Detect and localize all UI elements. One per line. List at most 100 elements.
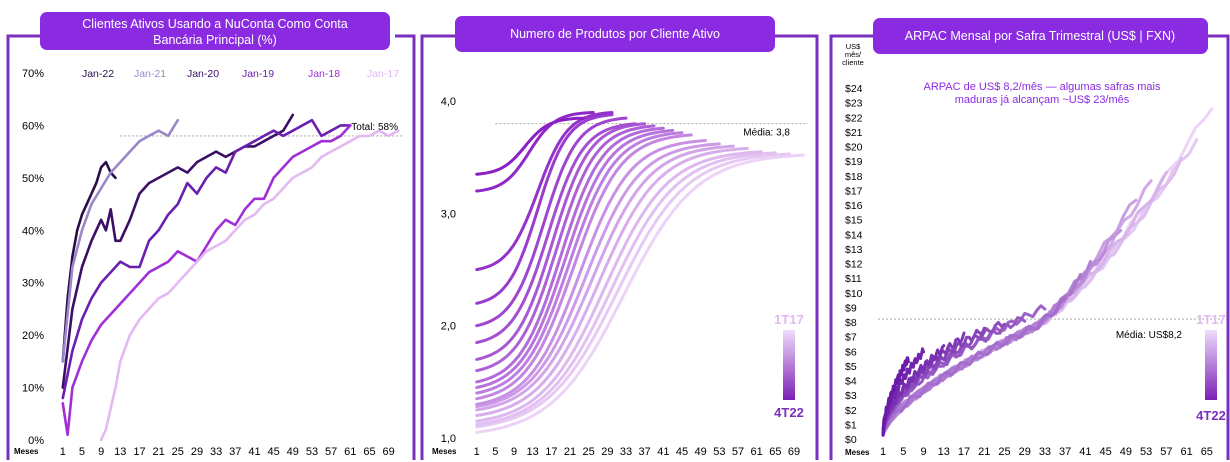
- x-tick-label: 57: [732, 446, 744, 458]
- cohort-line: [475, 128, 675, 389]
- series-line: [61, 118, 352, 400]
- x-tick-label: 53: [306, 446, 318, 458]
- y-tick-label: $7: [845, 332, 857, 344]
- x-tick-label: 49: [695, 446, 707, 458]
- x-tick-label: 9: [920, 446, 926, 458]
- x-tick-label: 49: [1120, 446, 1132, 458]
- x-tick-label: 17: [958, 446, 970, 458]
- x-tick-label: 45: [676, 446, 688, 458]
- chart-title: Numero de Produtos por Cliente Ativo: [510, 27, 720, 41]
- cohort-line: [881, 198, 1138, 437]
- x-tick-label: 25: [583, 446, 595, 458]
- y-tick-label: $19: [845, 156, 863, 168]
- cohort-line: [475, 122, 637, 345]
- x-tick-label: 13: [114, 446, 126, 458]
- cohort-line: [475, 111, 614, 272]
- x-tick-label: 1: [880, 446, 886, 458]
- x-tick-label: 5: [79, 446, 85, 458]
- panel-frame: [420, 34, 819, 460]
- cohort-line: [475, 151, 777, 426]
- y-tick-label: $10: [845, 288, 863, 300]
- x-tick-label: 45: [268, 446, 280, 458]
- gradient-legend-top: 1T17: [774, 312, 804, 327]
- y-tick-label: $6: [845, 346, 857, 358]
- y-axis-unit: US$: [846, 42, 861, 51]
- y-tick-label: 4,0: [441, 96, 456, 108]
- title-pill: [873, 18, 1208, 54]
- cohort-line: [475, 113, 614, 305]
- x-tick-label: 69: [788, 446, 800, 458]
- y-tick-label: 10%: [22, 383, 44, 395]
- x-tick-label: 5: [492, 446, 498, 458]
- y-tick-label: $12: [845, 259, 863, 271]
- x-tick-label: 1: [474, 446, 480, 458]
- chart-title-line2: Bancária Principal (%): [153, 33, 277, 47]
- x-tick-label: 9: [98, 446, 104, 458]
- x-tick-label: 45: [1100, 446, 1112, 458]
- title-pill: [455, 16, 775, 52]
- y-tick-label: $11: [845, 273, 862, 285]
- reference-label: Média: US$8,2: [1116, 330, 1183, 341]
- panel-frame: [6, 34, 416, 460]
- cohort-line: [475, 153, 805, 434]
- x-tick-label: 25: [998, 446, 1010, 458]
- gradient-legend: 1T17 4T22: [1196, 312, 1226, 423]
- y-tick-label: $13: [845, 244, 863, 256]
- gradient-legend-bottom: 4T22: [1196, 408, 1226, 423]
- x-tick-label: 53: [1140, 446, 1152, 458]
- cohort-line: [881, 179, 1153, 436]
- x-tick-label: 5: [900, 446, 906, 458]
- x-axis-label: Meses: [432, 447, 457, 456]
- x-tick-label: 69: [383, 446, 395, 458]
- y-axis-unit: mês/: [845, 50, 862, 59]
- cohort-line: [881, 356, 910, 436]
- cohort-line: [475, 116, 628, 328]
- y-tick-label: $20: [845, 142, 863, 154]
- x-tick-label: 65: [1201, 446, 1213, 458]
- x-tick-label: 17: [545, 446, 557, 458]
- x-tick-label: 65: [769, 446, 781, 458]
- y-tick-label: $23: [845, 98, 863, 110]
- y-tick-label: $17: [845, 185, 863, 197]
- legend-entry: Jan-21: [134, 68, 166, 80]
- legend-entry: Jan-17: [367, 68, 399, 80]
- legend-entry: Jan-19: [242, 68, 274, 80]
- cohort-line: [881, 248, 1108, 431]
- gradient-bar: [783, 330, 795, 400]
- x-tick-label: 29: [601, 446, 613, 458]
- y-tick-label: 2,0: [441, 321, 456, 333]
- active-clients-chart: Clientes Ativos Usando a NuConta Como Co…: [6, 12, 416, 460]
- legend: Jan-22 Jan-21 Jan-20 Jan-19 Jan-18 Jan-17: [82, 68, 399, 80]
- cohort-line: [475, 111, 595, 193]
- y-tick-label: 3,0: [441, 208, 456, 220]
- x-tick-label: 17: [133, 446, 145, 458]
- y-tick-label: $2: [845, 405, 857, 417]
- y-tick-label: 40%: [22, 225, 44, 237]
- x-tick-label: 29: [1019, 446, 1031, 458]
- x-tick-label: 41: [248, 446, 260, 458]
- cohort-line: [475, 116, 586, 176]
- x-tick-label: 37: [229, 446, 241, 458]
- x-axis-label: Meses: [845, 448, 870, 457]
- gradient-bar: [1205, 330, 1217, 400]
- cohort-line: [475, 142, 721, 409]
- arpac-chart: ARPAC Mensal por Safra Trimestral (US$ |…: [829, 18, 1230, 460]
- y-tick-label: 60%: [22, 120, 44, 132]
- x-tick-label: 33: [210, 446, 222, 458]
- y-tick-label: $8: [845, 317, 857, 329]
- cohort-line: [475, 152, 791, 429]
- series-line: [61, 124, 352, 437]
- cohort-line: [475, 144, 735, 412]
- reference-label: Total: 58%: [351, 122, 398, 133]
- x-tick-label: 41: [657, 446, 669, 458]
- x-tick-label: 57: [1160, 446, 1172, 458]
- y-tick-label: 70%: [22, 68, 44, 80]
- y-tick-label: $9: [845, 302, 857, 314]
- y-tick-label: $21: [845, 127, 863, 139]
- gradient-legend: 1T17 4T22: [774, 312, 804, 420]
- x-tick-label: 33: [620, 446, 632, 458]
- x-tick-label: 1: [60, 446, 66, 458]
- x-tick-label: 21: [564, 446, 576, 458]
- y-tick-label: $14: [845, 229, 863, 241]
- x-tick-label: 29: [191, 446, 203, 458]
